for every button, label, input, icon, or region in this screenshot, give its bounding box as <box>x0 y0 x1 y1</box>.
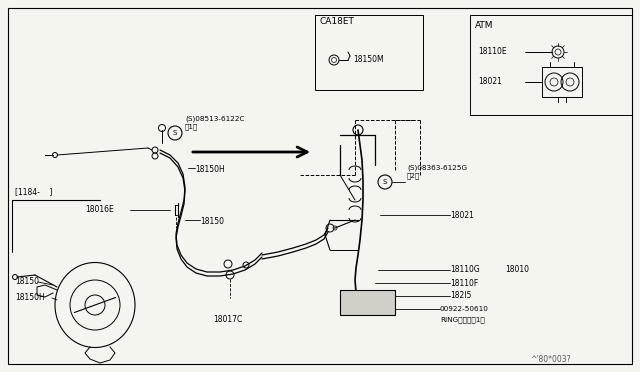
Text: ^'80*003?: ^'80*003? <box>530 356 571 365</box>
Bar <box>340 290 395 315</box>
Text: [1184-    ]: [1184- ] <box>15 187 52 196</box>
Bar <box>470 15 632 115</box>
Text: 18021: 18021 <box>450 211 474 219</box>
Text: 18016E: 18016E <box>85 205 114 215</box>
Text: 18110F: 18110F <box>450 279 478 288</box>
Text: 18110G: 18110G <box>450 266 480 275</box>
Text: 18021: 18021 <box>478 77 502 87</box>
Text: 18150: 18150 <box>200 218 224 227</box>
Text: CA18ET: CA18ET <box>320 17 355 26</box>
Text: (S)08513-6122C
（1）: (S)08513-6122C （1） <box>185 116 244 130</box>
Text: 18150H: 18150H <box>15 294 45 302</box>
Text: S: S <box>173 130 177 136</box>
Text: RINGリング（1）: RINGリング（1） <box>440 317 484 323</box>
Text: (S)08363-6125G
（2）: (S)08363-6125G （2） <box>407 165 467 179</box>
Bar <box>315 15 423 90</box>
Text: 18017C: 18017C <box>213 315 243 324</box>
Text: 00922-50610: 00922-50610 <box>440 306 489 312</box>
Text: ATM: ATM <box>475 20 493 29</box>
Bar <box>542 67 582 97</box>
Text: 18110E: 18110E <box>478 48 507 57</box>
Text: 18150: 18150 <box>15 278 39 286</box>
Text: 18010: 18010 <box>505 266 529 275</box>
Text: 18150M: 18150M <box>353 55 383 64</box>
Text: 18150H: 18150H <box>195 166 225 174</box>
Text: 182l5: 182l5 <box>450 292 472 301</box>
Text: S: S <box>383 179 387 185</box>
